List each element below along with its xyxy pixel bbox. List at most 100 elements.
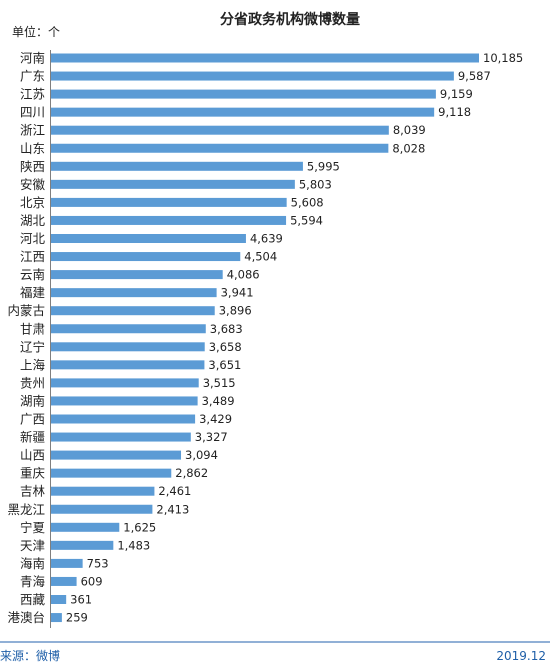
- value-label-7: 5,995: [307, 159, 340, 173]
- category-label-27: 宁夏: [20, 520, 46, 535]
- category-label-29: 海南: [20, 556, 45, 571]
- category-label-11: 河北: [20, 231, 46, 246]
- bar-15: [51, 306, 215, 316]
- bar-24: [51, 468, 172, 478]
- value-label-30: 609: [81, 574, 103, 588]
- bar-30: [51, 576, 77, 586]
- bar-8: [51, 179, 295, 189]
- value-label-13: 4,086: [227, 268, 260, 282]
- bar-4: [51, 107, 435, 117]
- category-label-4: 四川: [20, 105, 45, 120]
- value-label-28: 1,483: [117, 538, 150, 552]
- category-labels-group: 河南广东江苏四川浙江山东陕西安徽北京湖北河北江西云南福建内蒙古甘肃辽宁上海贵州湖…: [7, 51, 45, 626]
- bar-9: [51, 197, 287, 207]
- bars-group: [51, 53, 479, 623]
- bar-10: [51, 215, 287, 225]
- bar-18: [51, 360, 205, 370]
- bar-20: [51, 396, 198, 406]
- category-label-20: 湖南: [20, 393, 45, 408]
- bar-29: [51, 558, 83, 568]
- bar-7: [51, 161, 303, 171]
- category-label-18: 上海: [20, 357, 46, 372]
- value-label-21: 3,429: [199, 412, 232, 426]
- value-label-4: 9,118: [438, 105, 471, 119]
- value-label-11: 4,639: [250, 232, 283, 246]
- category-label-7: 陕西: [20, 159, 45, 174]
- value-label-20: 3,489: [202, 394, 235, 408]
- value-label-17: 3,658: [209, 340, 242, 354]
- bar-14: [51, 288, 217, 298]
- category-label-21: 广西: [20, 412, 45, 427]
- source-text: 来源：微博: [0, 648, 60, 663]
- bar-16: [51, 324, 206, 334]
- value-label-9: 5,608: [291, 195, 324, 209]
- value-label-5: 8,039: [393, 123, 426, 137]
- bar-3: [51, 89, 436, 99]
- category-label-6: 山东: [20, 141, 45, 156]
- category-label-22: 新疆: [20, 430, 45, 445]
- category-label-28: 天津: [20, 538, 45, 553]
- category-label-26: 黑龙江: [7, 502, 45, 517]
- value-label-29: 753: [87, 556, 109, 570]
- category-label-1: 河南: [20, 51, 45, 66]
- category-label-8: 安徽: [20, 177, 46, 192]
- value-label-31: 361: [70, 593, 92, 607]
- category-label-12: 江西: [20, 249, 45, 264]
- value-label-3: 9,159: [440, 87, 473, 101]
- category-label-5: 浙江: [20, 123, 45, 138]
- value-label-27: 1,625: [123, 520, 156, 534]
- category-label-3: 江苏: [20, 87, 45, 102]
- value-label-19: 3,515: [203, 376, 236, 390]
- value-label-32: 259: [66, 611, 88, 625]
- bar-2: [51, 71, 454, 81]
- value-labels-group: 10,185 9,587 9,159 9,118 8,039 8,028 5,995 5,80…: [66, 51, 523, 625]
- bar-28: [51, 540, 114, 550]
- bar-13: [51, 270, 223, 280]
- value-label-18: 3,651: [208, 358, 241, 372]
- category-label-25: 吉林: [20, 484, 46, 499]
- chart-title: 分省政务机构微博数量: [220, 11, 360, 28]
- value-label-10: 5,594: [290, 213, 323, 227]
- bar-17: [51, 342, 205, 352]
- bar-22: [51, 432, 191, 442]
- value-label-2: 9,587: [458, 69, 491, 83]
- bar-25: [51, 486, 155, 496]
- category-label-17: 辽宁: [20, 339, 45, 354]
- category-label-32: 港澳台: [7, 610, 45, 625]
- date-text: 2019.12: [496, 649, 546, 663]
- category-label-9: 北京: [20, 195, 45, 210]
- unit-label: 单位：个: [12, 24, 60, 39]
- category-label-13: 云南: [20, 267, 45, 282]
- bar-31: [51, 595, 67, 604]
- bar-5: [51, 125, 389, 135]
- category-label-2: 广东: [20, 69, 45, 84]
- category-label-19: 贵州: [20, 375, 45, 390]
- category-label-31: 西藏: [20, 592, 46, 607]
- value-label-8: 5,803: [299, 177, 332, 191]
- category-label-14: 福建: [20, 285, 46, 300]
- bar-21: [51, 414, 196, 424]
- bar-32: [51, 613, 62, 623]
- value-label-22: 3,327: [195, 430, 228, 444]
- value-label-24: 2,862: [175, 466, 208, 480]
- category-label-10: 湖北: [20, 213, 46, 228]
- bar-1: [51, 53, 479, 63]
- value-label-15: 3,896: [219, 304, 252, 318]
- bar-6: [51, 143, 389, 153]
- value-label-6: 8,028: [392, 141, 425, 155]
- value-label-25: 2,461: [158, 484, 191, 498]
- bar-11: [51, 234, 246, 243]
- value-label-26: 2,413: [156, 502, 189, 516]
- category-label-23: 山西: [20, 448, 45, 463]
- bar-12: [51, 252, 241, 262]
- value-label-14: 3,941: [221, 286, 254, 300]
- value-label-16: 3,683: [210, 322, 243, 336]
- bar-19: [51, 378, 199, 388]
- category-label-15: 内蒙古: [7, 303, 45, 318]
- bar-27: [51, 522, 120, 532]
- value-label-12: 4,504: [244, 250, 277, 264]
- category-label-30: 青海: [20, 574, 46, 589]
- category-label-16: 甘肃: [20, 321, 45, 336]
